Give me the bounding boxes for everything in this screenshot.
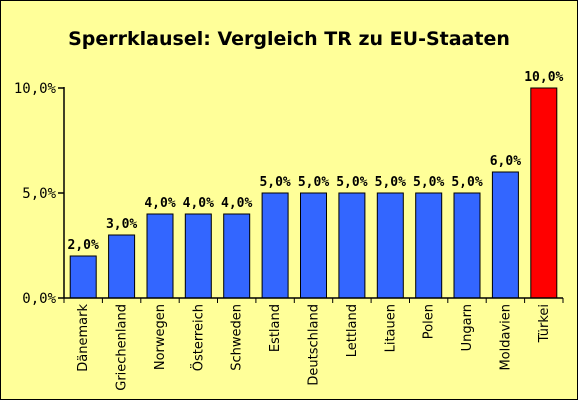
- x-tick-label: Lettland: [345, 304, 360, 357]
- bar: [108, 234, 136, 299]
- bars-group: [69, 87, 558, 299]
- bar: [69, 255, 97, 299]
- bar: [300, 192, 327, 299]
- x-tick-label: Polen: [422, 304, 437, 339]
- data-label: 5,0%: [451, 175, 482, 190]
- axes-group: [58, 87, 564, 303]
- labels-group: 2,0% Dänemark 3,0% Griechenland 4,0% Norwegen…: [14, 70, 564, 391]
- x-tick-label: Litauen: [383, 304, 398, 352]
- bar: [491, 171, 519, 299]
- data-label: 4,0%: [221, 196, 252, 211]
- data-label: 3,0%: [106, 217, 137, 232]
- data-label: 5,0%: [298, 175, 329, 190]
- data-label: 10,0%: [524, 70, 563, 85]
- x-tick-label: Estland: [268, 304, 283, 352]
- x-tick-label: Moldavien: [498, 304, 513, 371]
- bar: [261, 192, 289, 299]
- bar: [376, 192, 404, 299]
- bar: [184, 213, 212, 299]
- data-label: 2,0%: [68, 238, 99, 253]
- x-tick-label: Ungarn: [460, 304, 475, 351]
- data-label: 5,0%: [336, 175, 367, 190]
- data-label: 5,0%: [413, 175, 444, 190]
- data-label: 5,0%: [375, 175, 406, 190]
- x-tick-label: Deutschland: [307, 304, 322, 386]
- x-tick-label: Griechenland: [115, 304, 130, 391]
- y-tick-label: 0,0%: [22, 291, 56, 307]
- bar: [146, 213, 174, 299]
- data-label: 6,0%: [490, 154, 521, 169]
- y-tick-label: 10,0%: [14, 81, 57, 97]
- x-tick-label: Norwegen: [153, 304, 168, 370]
- bar: [338, 192, 366, 299]
- bar: [530, 87, 558, 299]
- bar: [453, 192, 481, 299]
- bar: [415, 192, 443, 299]
- data-label: 5,0%: [259, 175, 290, 190]
- x-tick-label: Türkei: [537, 304, 552, 343]
- data-label: 4,0%: [183, 196, 214, 211]
- bar: [223, 213, 251, 299]
- chart-title: Sperrklausel: Vergleich TR zu EU-Staaten: [68, 28, 510, 50]
- x-tick-label: Österreich: [189, 304, 206, 371]
- x-tick-label: Schweden: [230, 304, 245, 371]
- x-tick-label: Dänemark: [76, 304, 91, 372]
- y-tick-label: 5,0%: [22, 186, 56, 202]
- data-label: 4,0%: [144, 196, 175, 211]
